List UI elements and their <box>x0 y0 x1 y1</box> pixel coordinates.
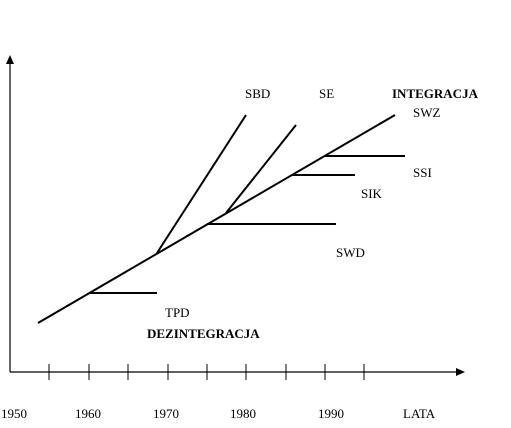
x-tick-label-1990: 1990 <box>318 406 344 421</box>
x-tick-label-1980: 1980 <box>230 406 256 421</box>
main-trend-line <box>37 114 396 324</box>
x-axis-title: LATA <box>403 406 436 421</box>
label-integracja: INTEGRACJA <box>392 86 479 101</box>
x-tick-label-1960: 1960 <box>75 406 101 421</box>
branch-se <box>225 124 297 214</box>
label-tpd: TPD <box>165 305 190 320</box>
x-tick-label-1950: 1950 <box>1 406 27 421</box>
label-sbd: SBD <box>245 86 270 101</box>
label-sik: SIK <box>361 186 383 201</box>
y-axis-arrowhead <box>6 55 14 64</box>
label-dezintegracja: DEZINTEGRACJA <box>147 326 260 341</box>
x-axis-ticks <box>48 364 365 380</box>
label-swd: SWD <box>336 245 365 260</box>
branch-sbd <box>156 114 247 254</box>
label-swz: SWZ <box>413 105 441 120</box>
x-axis-arrowhead <box>456 368 465 376</box>
label-ssi: SSI <box>413 165 432 180</box>
x-tick-label-1970: 1970 <box>153 406 179 421</box>
label-se: SE <box>319 86 334 101</box>
